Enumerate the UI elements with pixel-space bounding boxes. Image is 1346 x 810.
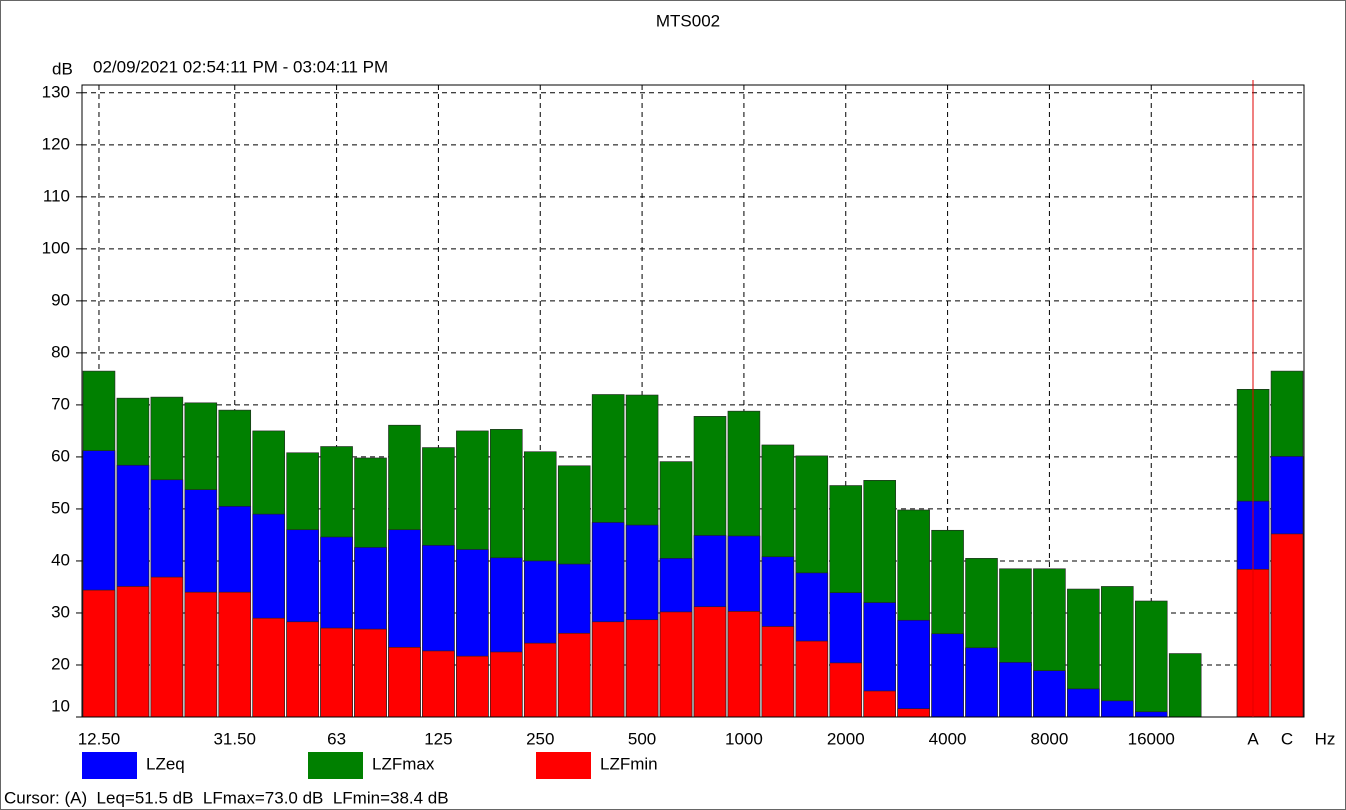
- legend-swatch: [82, 752, 137, 779]
- bar: [1101, 586, 1134, 718]
- bar: [150, 576, 184, 718]
- x-tick-label: 63: [327, 729, 346, 748]
- bar: [931, 633, 964, 718]
- bar: [218, 591, 252, 718]
- y-tick-label: 50: [51, 498, 70, 517]
- x-tick-label: 1000: [725, 729, 763, 748]
- bar: [727, 611, 761, 718]
- y-tick-label: 90: [51, 290, 70, 309]
- x-axis-label: Hz: [1315, 729, 1336, 748]
- bar: [625, 619, 659, 718]
- x-tick-label: 16000: [1128, 729, 1175, 748]
- y-tick-label: 60: [51, 446, 70, 465]
- bar: [1033, 670, 1066, 718]
- bar: [557, 632, 591, 718]
- x-tick-label: 31.50: [213, 729, 256, 748]
- x-tick-label: 12.50: [78, 729, 121, 748]
- legend-label: LZeq: [146, 754, 185, 773]
- bar: [965, 647, 998, 718]
- bar: [693, 606, 727, 718]
- cursor-readout: Cursor: (A) Leq=51.5 dB LFmax=73.0 dB LF…: [4, 788, 449, 807]
- bar: [1101, 700, 1134, 718]
- bar: [999, 662, 1032, 718]
- x-tick-label: 500: [628, 729, 656, 748]
- legend-swatch: [536, 752, 591, 779]
- bar: [422, 650, 455, 718]
- legend-label: LZFmin: [600, 754, 658, 773]
- x-tick-label: 250: [526, 729, 554, 748]
- y-tick-label: 20: [51, 654, 70, 673]
- legend-label: LZFmax: [372, 754, 435, 773]
- plot-area: [81, 84, 1305, 718]
- chart-title: MTS002: [656, 11, 720, 30]
- bar: [456, 655, 489, 718]
- y-tick-label: 110: [43, 186, 70, 205]
- y-tick-label: 10: [51, 696, 70, 715]
- bar: [1168, 653, 1202, 718]
- y-tick-label: 80: [51, 342, 70, 361]
- y-axis-label: dB: [52, 59, 73, 78]
- bar: [523, 642, 557, 718]
- y-tick-label: 70: [51, 394, 70, 413]
- bar: [1270, 533, 1304, 718]
- bar: [286, 621, 319, 718]
- bar: [252, 617, 285, 718]
- bar: [388, 646, 421, 718]
- y-tick-label: 130: [42, 82, 70, 101]
- x-tick-label: C: [1281, 729, 1293, 748]
- bar: [1134, 711, 1168, 718]
- bar: [1067, 688, 1100, 718]
- x-tick-label: A: [1247, 729, 1259, 748]
- y-tick-label: 100: [42, 238, 70, 257]
- bar: [897, 619, 930, 718]
- x-tick-label: 2000: [827, 729, 865, 748]
- bar: [897, 708, 930, 718]
- legend-swatch: [308, 752, 363, 779]
- bar: [320, 627, 353, 718]
- bar: [829, 662, 863, 718]
- y-tick-label: 40: [51, 550, 70, 569]
- x-tick-label: 4000: [929, 729, 967, 748]
- x-tick-label: 8000: [1031, 729, 1069, 748]
- bar: [184, 591, 218, 718]
- bar: [1134, 600, 1168, 718]
- bar: [591, 621, 625, 718]
- x-tick-label: 125: [424, 729, 452, 748]
- y-tick-label: 120: [42, 134, 70, 153]
- subtitle: 02/09/2021 02:54:11 PM - 03:04:11 PM: [93, 57, 388, 76]
- bar: [659, 611, 693, 718]
- bar: [761, 626, 795, 718]
- bar: [490, 651, 523, 718]
- bar: [116, 586, 150, 718]
- y-tick-label: 30: [51, 602, 70, 621]
- bar: [82, 589, 116, 718]
- bar: [795, 640, 829, 718]
- bar: [863, 690, 896, 718]
- bar: [354, 628, 387, 718]
